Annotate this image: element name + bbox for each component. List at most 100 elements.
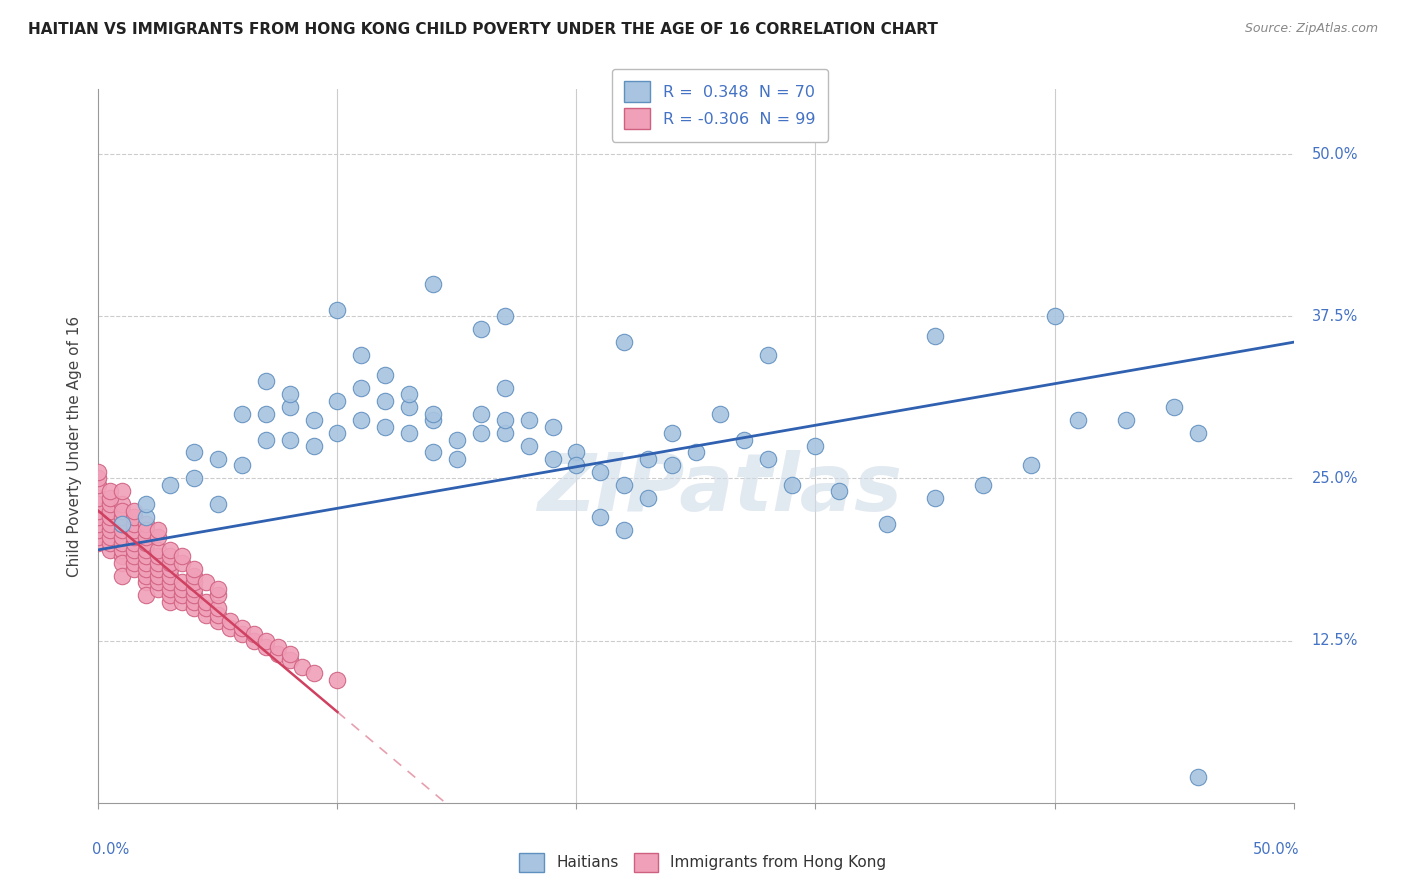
Point — [111, 549, 134, 564]
Point — [159, 568, 181, 582]
Point — [111, 568, 134, 582]
Point — [124, 556, 146, 570]
Point — [172, 556, 194, 570]
Text: 50.0%: 50.0% — [1312, 146, 1358, 161]
Point — [637, 491, 659, 505]
Point — [517, 413, 540, 427]
Point — [541, 419, 564, 434]
Point — [231, 627, 253, 641]
Point — [111, 510, 134, 524]
Point — [111, 542, 134, 557]
Y-axis label: Child Poverty Under the Age of 16: Child Poverty Under the Age of 16 — [67, 316, 83, 576]
Point — [589, 510, 612, 524]
Text: HAITIAN VS IMMIGRANTS FROM HONG KONG CHILD POVERTY UNDER THE AGE OF 16 CORRELATI: HAITIAN VS IMMIGRANTS FROM HONG KONG CHI… — [28, 22, 938, 37]
Point — [135, 549, 157, 564]
Point — [207, 497, 229, 511]
Point — [124, 536, 146, 550]
Point — [1187, 770, 1209, 784]
Point — [98, 524, 122, 538]
Point — [111, 524, 134, 538]
Point — [733, 433, 755, 447]
Point — [207, 607, 229, 622]
Text: Source: ZipAtlas.com: Source: ZipAtlas.com — [1244, 22, 1378, 36]
Point — [183, 588, 205, 602]
Point — [111, 484, 134, 499]
Point — [159, 595, 181, 609]
Point — [924, 491, 946, 505]
Point — [195, 601, 218, 615]
Point — [159, 556, 181, 570]
Legend: R =  0.348  N = 70, R = -0.306  N = 99: R = 0.348 N = 70, R = -0.306 N = 99 — [612, 69, 828, 142]
Point — [111, 536, 134, 550]
Point — [148, 530, 170, 544]
Point — [207, 588, 229, 602]
Point — [98, 484, 122, 499]
Point — [98, 542, 122, 557]
Point — [398, 425, 420, 440]
Point — [159, 582, 181, 596]
Point — [243, 633, 266, 648]
Point — [243, 627, 266, 641]
Point — [148, 575, 170, 590]
Point — [172, 588, 194, 602]
Point — [98, 536, 122, 550]
Point — [219, 614, 242, 628]
Legend: Haitians, Immigrants from Hong Kong: Haitians, Immigrants from Hong Kong — [512, 845, 894, 880]
Point — [422, 277, 444, 291]
Point — [172, 575, 194, 590]
Point — [183, 575, 205, 590]
Point — [87, 530, 110, 544]
Point — [183, 445, 205, 459]
Point — [565, 445, 588, 459]
Point — [124, 510, 146, 524]
Point — [87, 497, 110, 511]
Point — [135, 510, 157, 524]
Point — [613, 524, 636, 538]
Point — [135, 575, 157, 590]
Point — [159, 588, 181, 602]
Point — [422, 445, 444, 459]
Point — [159, 575, 181, 590]
Point — [124, 504, 146, 518]
Text: 0.0%: 0.0% — [93, 842, 129, 857]
Point — [195, 595, 218, 609]
Point — [111, 497, 134, 511]
Point — [446, 452, 468, 467]
Point — [87, 510, 110, 524]
Point — [231, 407, 253, 421]
Point — [1115, 413, 1137, 427]
Point — [98, 510, 122, 524]
Point — [756, 452, 779, 467]
Point — [1067, 413, 1090, 427]
Point — [124, 549, 146, 564]
Text: 12.5%: 12.5% — [1312, 633, 1358, 648]
Point — [613, 478, 636, 492]
Text: 50.0%: 50.0% — [1253, 842, 1299, 857]
Point — [207, 452, 229, 467]
Point — [159, 542, 181, 557]
Point — [87, 536, 110, 550]
Point — [470, 407, 492, 421]
Point — [302, 413, 325, 427]
Point — [111, 556, 134, 570]
Point — [804, 439, 827, 453]
Point — [124, 542, 146, 557]
Point — [398, 400, 420, 414]
Point — [780, 478, 803, 492]
Point — [326, 673, 349, 687]
Point — [183, 562, 205, 576]
Point — [135, 542, 157, 557]
Point — [278, 433, 301, 447]
Point — [637, 452, 659, 467]
Point — [422, 407, 444, 421]
Point — [254, 433, 277, 447]
Point — [124, 516, 146, 531]
Point — [267, 640, 290, 654]
Point — [972, 478, 994, 492]
Point — [148, 556, 170, 570]
Point — [98, 504, 122, 518]
Point — [98, 516, 122, 531]
Point — [183, 568, 205, 582]
Point — [183, 471, 205, 485]
Point — [148, 582, 170, 596]
